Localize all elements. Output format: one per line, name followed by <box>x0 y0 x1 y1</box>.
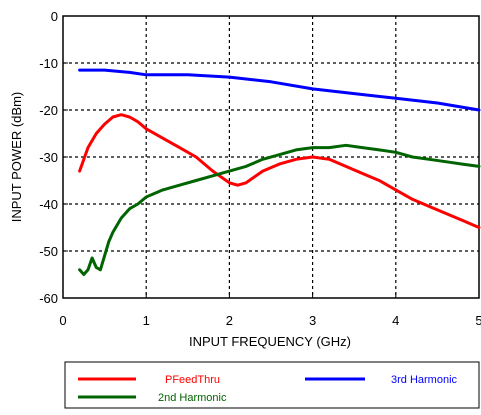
y-axis-label: INPUT POWER (dBm) <box>9 92 24 223</box>
axis-ticks: 0 1 2 3 4 5 0 -10 -20 -30 -40 -50 -60 <box>39 9 481 328</box>
x-tick-label: 4 <box>392 313 399 328</box>
legend-box <box>64 361 480 409</box>
y-tick-label: -50 <box>39 244 58 259</box>
x-axis-label: INPUT FREQUENCY (GHz) <box>189 334 351 349</box>
x-tick-label: 2 <box>226 313 233 328</box>
x-tick-label: 5 <box>475 313 481 328</box>
x-tick-label: 1 <box>143 313 150 328</box>
legend-label-pfeedthru: PFeedThru <box>165 374 220 386</box>
y-tick-label: -40 <box>39 197 58 212</box>
series-line-pfeedthru <box>78 113 481 229</box>
y-tick-label: -30 <box>39 150 58 165</box>
y-tick-label: 0 <box>51 9 58 24</box>
x-tick-label: 3 <box>309 313 316 328</box>
series-line-3rd-harmonic <box>78 68 481 112</box>
y-tick-label: -20 <box>39 103 58 118</box>
series-line-2nd-harmonic <box>78 143 481 276</box>
legend: PFeedThru 3rd Harmonic 2nd Harmonic <box>64 361 480 409</box>
gridlines <box>63 16 479 298</box>
legend-label-3rd-harmonic: 3rd Harmonic <box>391 374 458 386</box>
series-lines <box>78 68 481 276</box>
x-tick-label: 0 <box>59 313 66 328</box>
y-tick-label: -60 <box>39 291 58 306</box>
legend-label-2nd-harmonic: 2nd Harmonic <box>158 392 227 404</box>
y-tick-label: -10 <box>39 56 58 71</box>
